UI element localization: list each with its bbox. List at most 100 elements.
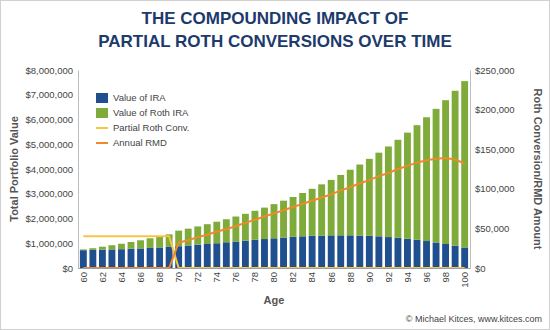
- bar: [452, 91, 459, 246]
- tick-label: 90: [364, 272, 375, 283]
- tick: $8,000,000: [25, 65, 78, 76]
- tick: 84: [306, 268, 317, 283]
- tick-label: 84: [306, 272, 317, 283]
- bar: [328, 235, 335, 268]
- legend: Value of IRAValue of Roth IRAPartial Rot…: [96, 92, 189, 148]
- tick: 88: [345, 268, 356, 283]
- tick-label: $3,000,000: [25, 188, 73, 199]
- tick: 70: [173, 268, 184, 283]
- bar: [128, 242, 135, 249]
- tick-label: 80: [268, 272, 279, 283]
- bar: [299, 236, 306, 268]
- bar: [232, 242, 239, 268]
- tick-label: $200,000: [475, 104, 515, 115]
- bar: [452, 246, 459, 268]
- bar: [99, 247, 106, 250]
- tick-label: 74: [211, 272, 222, 283]
- tick-label: $5,000,000: [25, 139, 73, 150]
- tick: 64: [116, 268, 127, 283]
- bar: [347, 235, 354, 268]
- tick: 76: [230, 268, 241, 283]
- legend-label: Annual RMD: [113, 137, 167, 148]
- tick: 74: [211, 268, 222, 283]
- tick: 78: [249, 268, 260, 283]
- tick-label: 88: [345, 272, 356, 283]
- bar: [442, 100, 449, 244]
- tick: $7,000,000: [25, 89, 78, 100]
- axis-title: Age: [264, 294, 285, 306]
- tick-label: 76: [230, 272, 241, 283]
- legend-item: Value of IRA: [96, 92, 166, 103]
- bar: [232, 217, 239, 242]
- tick-label: 60: [78, 272, 89, 283]
- bar: [271, 204, 278, 238]
- tick: 72: [192, 268, 203, 283]
- bar: [461, 81, 468, 247]
- bar: [89, 248, 96, 250]
- tick-label: 82: [287, 272, 298, 283]
- axis-line: [78, 71, 79, 269]
- title-line: PARTIAL ROTH CONVERSIONS OVER TIME: [98, 32, 452, 51]
- bar: [337, 175, 344, 235]
- bar: [423, 241, 430, 268]
- legend-swatch: [96, 142, 108, 144]
- bar: [213, 243, 220, 268]
- tick-label: 72: [192, 272, 203, 283]
- tick-label: $7,000,000: [25, 89, 73, 100]
- tick: $0: [470, 263, 486, 274]
- tick: 62: [97, 268, 108, 283]
- legend-swatch: [96, 108, 108, 118]
- tick-label: $50,000: [475, 223, 509, 234]
- bar: [290, 237, 297, 268]
- legend-swatch: [96, 93, 108, 103]
- bar: [366, 159, 373, 236]
- tick-label: 98: [440, 272, 451, 283]
- bar: [137, 248, 144, 268]
- tick-label: $150,000: [475, 144, 515, 155]
- bar: [328, 180, 335, 235]
- bar: [185, 245, 192, 268]
- tick-label: $1,000,000: [25, 238, 73, 249]
- tick-label: $2,000,000: [25, 213, 73, 224]
- bar: [318, 236, 325, 268]
- axis: 6062646668707274767880828486889092949698…: [78, 268, 471, 288]
- bar: [385, 146, 392, 237]
- bar: [166, 247, 173, 268]
- bar: [271, 238, 278, 268]
- bar: [185, 229, 192, 246]
- bar: [309, 236, 316, 268]
- bar: [404, 239, 411, 268]
- bar: [356, 236, 363, 268]
- tick: $0: [62, 263, 78, 274]
- bar: [118, 249, 125, 268]
- legend-label: Partial Roth Conv.: [113, 122, 189, 133]
- legend-swatch: [96, 127, 108, 129]
- bar: [118, 244, 125, 249]
- tick-label: $6,000,000: [25, 114, 73, 125]
- tick-label: 78: [249, 272, 260, 283]
- tick-label: 86: [326, 272, 337, 283]
- legend-label: Value of IRA: [113, 92, 166, 103]
- bar: [433, 243, 440, 268]
- line: [83, 236, 464, 268]
- bar: [299, 193, 306, 236]
- tick-label: 68: [154, 272, 165, 283]
- tick-label: 62: [97, 272, 108, 283]
- axis-line: [79, 268, 471, 269]
- tick: 80: [268, 268, 279, 283]
- annotation: © Michael Kitces, www.kitces.com: [406, 314, 542, 324]
- axis-title: Roth Conversion/RMD Amount: [532, 89, 544, 250]
- tick: 100: [459, 268, 470, 288]
- tick: $200,000: [470, 104, 515, 115]
- bar: [89, 250, 96, 268]
- tick: 86: [326, 268, 337, 283]
- plot: $0$1,000,000$2,000,000$3,000,000$4,000,0…: [25, 65, 514, 288]
- tick-label: $8,000,000: [25, 65, 73, 76]
- bar: [252, 240, 259, 268]
- marks: [80, 81, 468, 268]
- bar: [242, 214, 249, 241]
- tick-label: 92: [383, 272, 394, 283]
- bar: [356, 165, 363, 236]
- bar: [242, 241, 249, 268]
- bar: [128, 249, 135, 268]
